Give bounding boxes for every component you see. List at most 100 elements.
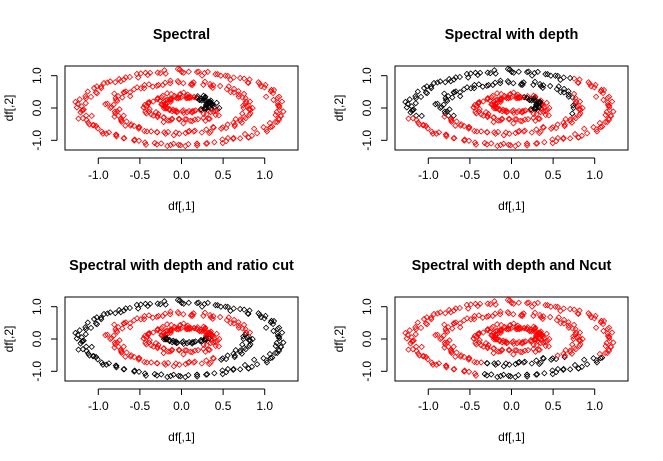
data-point: [105, 360, 113, 367]
data-point: [577, 341, 584, 348]
data-point: [542, 71, 549, 78]
data-point: [535, 346, 542, 353]
data-point: [555, 314, 562, 321]
data-point: [434, 331, 441, 338]
data-point: [441, 344, 448, 351]
data-point: [457, 93, 464, 100]
data-point: [517, 117, 524, 125]
data-point: [103, 130, 110, 137]
data-point: [533, 140, 541, 147]
data-point: [537, 359, 544, 366]
data-point: [424, 125, 431, 132]
data-point: [596, 350, 604, 358]
data-point: [214, 302, 221, 309]
data-point: [474, 302, 481, 310]
data-point: [193, 371, 201, 378]
data-point: [135, 356, 142, 363]
data-point: [580, 356, 588, 363]
data-point: [510, 311, 517, 318]
data-point: [460, 317, 468, 324]
data-point: [235, 322, 242, 329]
data-point: [137, 70, 144, 77]
data-point: [217, 125, 225, 132]
data-point: [533, 333, 541, 340]
data-point: [127, 324, 134, 331]
data-point: [145, 312, 152, 319]
data-point: [135, 305, 142, 312]
data-point: [140, 316, 148, 323]
data-point: [115, 343, 122, 350]
data-point: [467, 301, 474, 308]
data-point: [517, 94, 525, 101]
data-point: [268, 86, 275, 94]
data-point: [557, 307, 564, 314]
data-point: [223, 316, 231, 324]
data-point: [167, 98, 174, 106]
data-point: [230, 134, 237, 142]
data-point: [435, 360, 443, 367]
data-point: [428, 359, 435, 366]
data-point: [516, 127, 523, 135]
data-point: [410, 337, 417, 344]
data-point: [168, 326, 175, 333]
data-point: [523, 68, 531, 76]
data-point: [205, 115, 212, 122]
data-point: [170, 140, 177, 147]
data-point: [183, 116, 190, 123]
data-point: [510, 107, 517, 114]
data-point: [460, 353, 468, 361]
data-point: [461, 136, 468, 143]
x-tick-label: -0.5: [460, 399, 481, 413]
data-point: [167, 372, 174, 380]
data-point: [592, 93, 600, 100]
data-point: [479, 83, 486, 90]
data-point: [523, 299, 531, 307]
data-point: [131, 137, 138, 144]
data-point: [514, 94, 521, 102]
data-point: [530, 95, 538, 102]
data-point: [605, 324, 613, 331]
data-point: [517, 325, 525, 332]
data-point: [583, 130, 591, 137]
data-point: [476, 336, 483, 344]
data-point: [143, 128, 151, 135]
data-point: [195, 299, 202, 306]
y-axis-label: df[,2]: [2, 326, 16, 353]
data-point: [496, 327, 503, 334]
data-point: [583, 361, 591, 368]
data-point: [410, 106, 417, 113]
data-point: [442, 325, 449, 333]
data-point: [576, 307, 583, 314]
data-point: [510, 300, 517, 307]
data-point: [135, 125, 142, 132]
data-point: [105, 129, 113, 136]
data-point: [173, 339, 180, 347]
data-point: [552, 303, 559, 310]
data-point: [112, 131, 120, 138]
data-point: [183, 109, 191, 116]
data-point: [570, 321, 578, 329]
data-point: [223, 85, 231, 93]
data-point: [471, 312, 478, 320]
data-point: [403, 104, 410, 111]
data-point: [141, 81, 148, 89]
data-point: [572, 326, 579, 333]
data-point: [608, 329, 616, 336]
data-point: [126, 304, 134, 312]
x-axis-label: df[,1]: [168, 430, 195, 444]
data-point: [523, 140, 531, 147]
data-point: [452, 122, 459, 129]
data-point: [555, 83, 562, 90]
data-point: [93, 83, 101, 90]
data-point: [534, 299, 541, 307]
data-point: [158, 371, 165, 378]
data-point: [164, 373, 171, 381]
data-point: [145, 331, 152, 338]
data-point: [127, 93, 134, 100]
data-point: [606, 106, 613, 114]
data-point: [245, 105, 253, 113]
data-point: [506, 361, 513, 368]
data-point: [422, 320, 430, 327]
data-point: [104, 100, 111, 107]
data-point: [141, 332, 148, 340]
